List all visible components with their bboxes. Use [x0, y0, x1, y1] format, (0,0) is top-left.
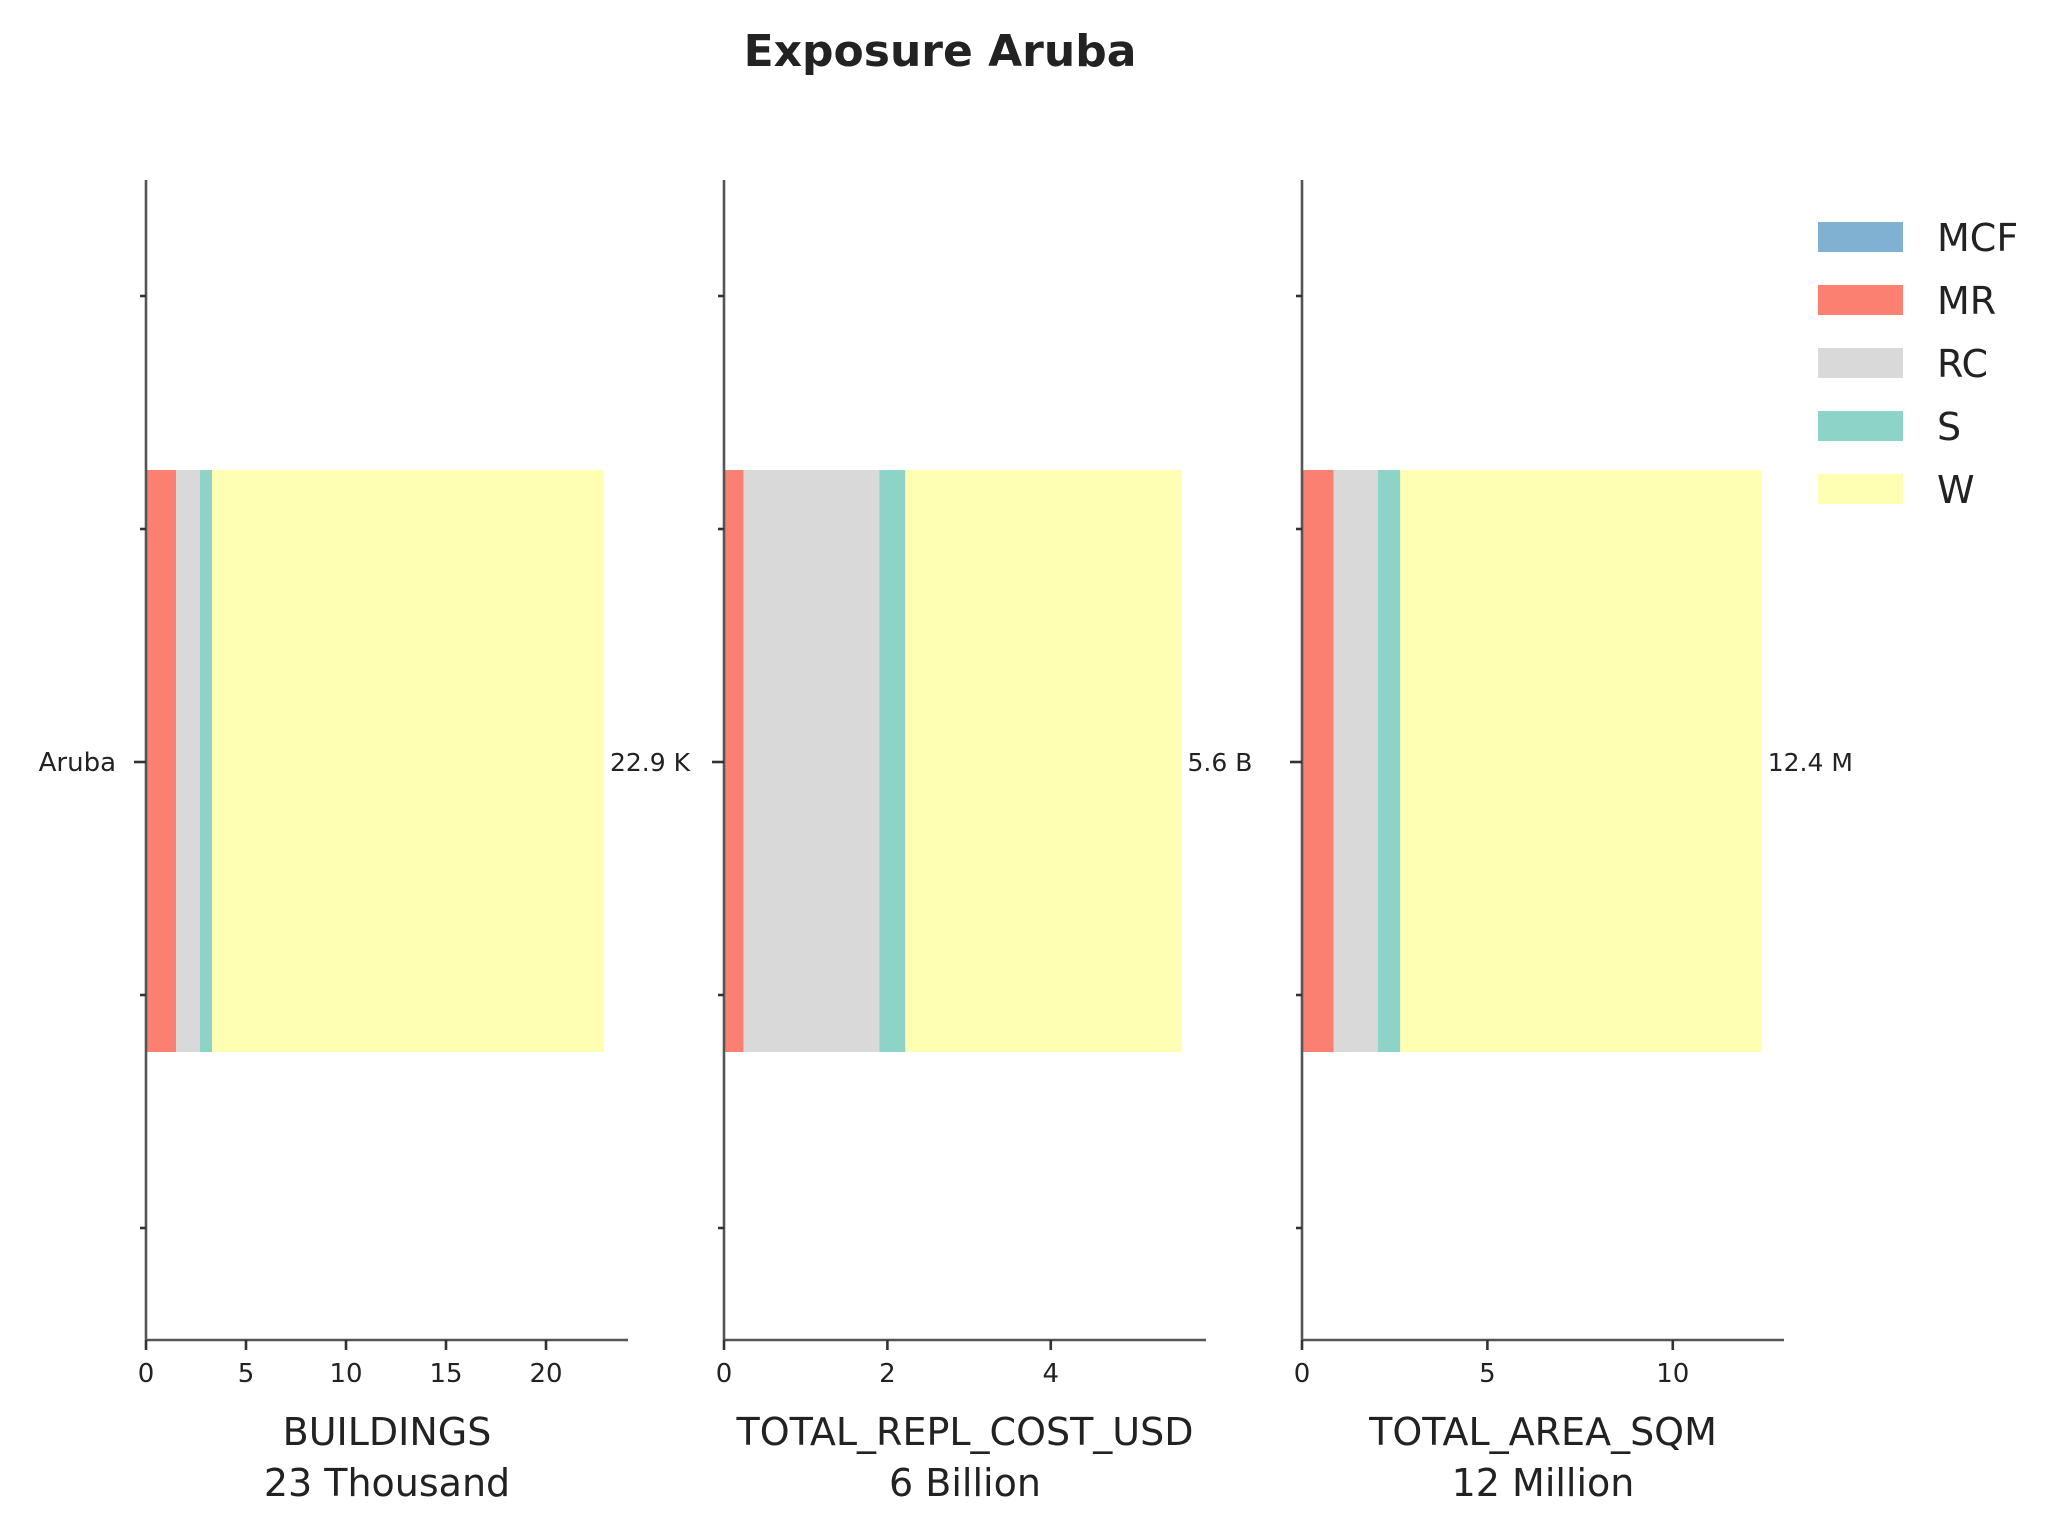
bar-total-label: 5.6 B — [1187, 748, 1252, 777]
legend-item-rc: RC — [1818, 342, 1988, 386]
bar-segment-rc — [743, 470, 880, 1052]
y-tick-label: Aruba — [39, 748, 116, 778]
legend-swatch — [1818, 348, 1903, 378]
x-tick-label: 0 — [1294, 1359, 1311, 1389]
bar-segment-s — [879, 470, 906, 1052]
bar-total-label: 22.9 K — [610, 748, 691, 777]
bar-segment-w — [905, 470, 1182, 1052]
x-tick-label: 20 — [529, 1359, 562, 1389]
x-tick-label: 2 — [879, 1359, 896, 1389]
legend-label: MR — [1937, 279, 1996, 323]
legend-label: RC — [1937, 342, 1988, 386]
legend-label: W — [1937, 468, 1975, 512]
x-tick-label: 0 — [138, 1359, 155, 1389]
x-tick-label: 10 — [1656, 1359, 1689, 1389]
x-axis-label: TOTAL_REPL_COST_USD — [735, 1410, 1193, 1454]
bar-segment-s — [1378, 470, 1401, 1052]
x-tick-label: 10 — [329, 1359, 362, 1389]
bar-segment-w — [212, 470, 604, 1052]
legend-swatch — [1818, 285, 1903, 315]
legend-item-w: W — [1818, 468, 1975, 512]
legend-swatch — [1818, 411, 1903, 441]
bar-segment-s — [200, 470, 212, 1052]
legend-swatch — [1818, 222, 1903, 252]
x-axis-label: TOTAL_AREA_SQM — [1368, 1410, 1717, 1454]
legend-swatch — [1818, 474, 1903, 504]
legend-item-s: S — [1818, 405, 1961, 449]
bar-segment-mr — [1302, 470, 1334, 1052]
legend-item-mcf: MCF — [1818, 216, 2018, 260]
x-tick-label: 5 — [1479, 1359, 1496, 1389]
legend-label: S — [1937, 405, 1961, 449]
panel-2: 5.6 B 0 2 4 TOTAL_REPL_COST_USD 6 Billion — [712, 180, 1252, 1505]
x-tick-label: 15 — [429, 1359, 462, 1389]
legend: MCF MR RC SW — [1818, 216, 2018, 512]
bar-segment-mr — [146, 470, 176, 1052]
x-axis-sublabel: 12 Million — [1452, 1461, 1635, 1505]
x-tick-label: 0 — [716, 1359, 733, 1389]
bar-segment-rc — [176, 470, 200, 1052]
x-tick-label: 5 — [238, 1359, 255, 1389]
chart-title: Exposure Aruba — [744, 26, 1137, 77]
bar-segment-rc — [1333, 470, 1379, 1052]
x-axis-label: BUILDINGS — [283, 1410, 492, 1454]
x-axis-sublabel: 23 Thousand — [264, 1461, 510, 1505]
x-tick-label: 4 — [1043, 1359, 1060, 1389]
legend-label: MCF — [1937, 216, 2018, 260]
bar-total-label: 12.4 M — [1768, 748, 1853, 777]
bar-segment-mr — [724, 470, 744, 1052]
bar-segment-w — [1400, 470, 1762, 1052]
x-axis-sublabel: 6 Billion — [889, 1461, 1041, 1505]
panel-1: 22.9 K Aruba 0 5 10 15 20 BUILDINGS 23 Thousand — [39, 180, 691, 1505]
panel-3: 12.4 M 0 5 10 TOTAL_AREA_SQM 12 Million — [1290, 180, 1853, 1505]
legend-item-mr: MR — [1818, 279, 1996, 323]
